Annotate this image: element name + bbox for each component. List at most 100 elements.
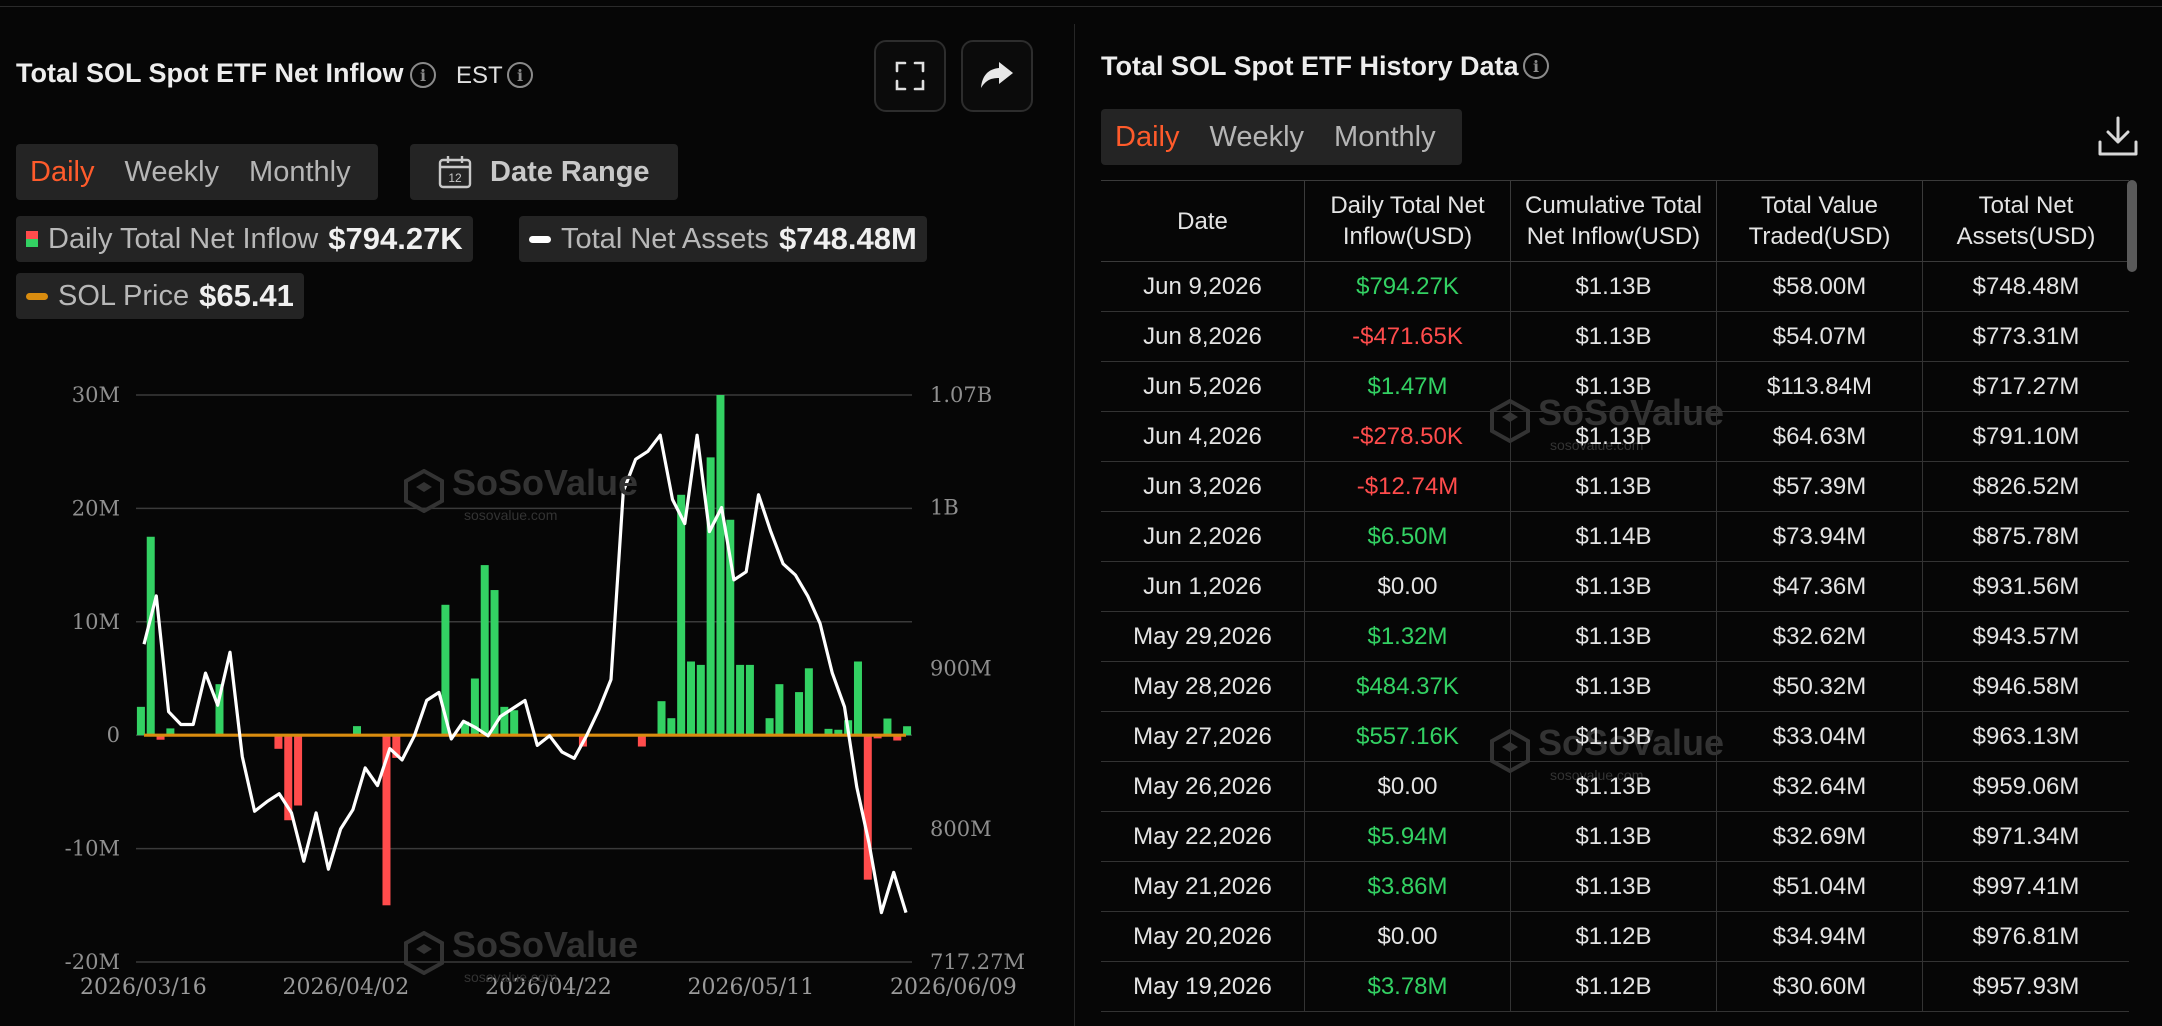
table-row[interactable]: May 22,2026 $5.94M $1.13B $32.69M $971.34M — [1101, 812, 2129, 862]
cell-cumulative: $1.13B — [1511, 362, 1717, 411]
cell-cumulative: $1.13B — [1511, 862, 1717, 911]
legend-daily-inflow[interactable]: Daily Total Net Inflow $794.27K — [16, 216, 473, 262]
tab-monthly[interactable]: Monthly — [249, 155, 351, 188]
column-header: Total Value Traded(USD) — [1717, 181, 1923, 261]
cell-cumulative: $1.13B — [1511, 412, 1717, 461]
inflow-bar — [903, 726, 912, 736]
cell-inflow: $3.78M — [1305, 962, 1511, 1011]
table-row[interactable]: May 29,2026 $1.32M $1.13B $32.62M $943.57M — [1101, 612, 2129, 662]
cell-inflow: -$471.65K — [1305, 312, 1511, 361]
table-row[interactable]: May 20,2026 $0.00 $1.12B $34.94M $976.81M — [1101, 912, 2129, 962]
legend-sol-price[interactable]: SOL Price $65.41 — [16, 273, 304, 319]
fullscreen-button[interactable] — [874, 40, 946, 112]
cell-assets: $976.81M — [1972, 922, 2080, 950]
inflow-bar — [274, 735, 283, 749]
inflow-bar — [716, 395, 725, 736]
date-range-button[interactable]: 12 Date Range — [410, 144, 678, 200]
inflow-bar — [353, 726, 362, 736]
inflow-bar — [294, 735, 303, 806]
table-row[interactable]: Jun 9,2026 $794.27K $1.13B $58.00M $748.48M — [1101, 262, 2129, 312]
tab-weekly[interactable]: Weekly — [124, 155, 220, 188]
cell-date: Jun 8,2026 — [1101, 312, 1305, 361]
inflow-bar — [510, 710, 519, 736]
inflow-bar — [824, 728, 833, 736]
cell-inflow: $6.50M — [1305, 512, 1511, 561]
table-row[interactable]: Jun 8,2026 -$471.65K $1.13B $54.07M $773.31M — [1101, 312, 2129, 362]
cell-traded: $47.36M — [1717, 562, 1923, 611]
column-header: Daily Total Net Inflow(USD) — [1305, 181, 1511, 261]
history-tab-monthly[interactable]: Monthly — [1334, 120, 1436, 153]
y-tick-label-left: 10M — [72, 610, 120, 634]
legend-net-assets[interactable]: Total Net Assets $748.48M — [519, 216, 927, 262]
table-row[interactable]: May 26,2026 $0.00 $1.13B $32.64M $959.06M — [1101, 762, 2129, 812]
inflow-bar — [686, 661, 695, 736]
cell-date: May 19,2026 — [1101, 962, 1305, 1011]
inflow-bar — [392, 735, 401, 758]
inflow-bar — [795, 692, 804, 736]
tab-daily[interactable]: Daily — [30, 155, 95, 188]
table-row[interactable]: Jun 3,2026 -$12.74M $1.13B $57.39M $826.52M — [1101, 462, 2129, 512]
inflow-bar — [441, 604, 450, 736]
cell-assets: $748.48M — [1972, 272, 2080, 300]
timezone-info-icon[interactable]: i — [507, 62, 533, 88]
cell-assets: $963.13M — [1972, 722, 2080, 750]
inflow-bar — [834, 729, 843, 736]
inflow-bar — [893, 735, 902, 741]
cell-traded: $32.64M — [1717, 762, 1923, 811]
cell-inflow: $0.00 — [1305, 762, 1511, 811]
table-row[interactable]: Jun 1,2026 $0.00 $1.13B $47.36M $931.56M — [1101, 562, 2129, 612]
table-row[interactable]: Jun 2,2026 $6.50M $1.14B $73.94M $875.78M — [1101, 512, 2129, 562]
inflow-bar — [853, 661, 862, 736]
x-tick-label: 2026/06/09 — [890, 975, 1017, 1000]
inflow-bar — [883, 718, 892, 736]
cell-cumulative: $1.13B — [1511, 762, 1717, 811]
cell-date: May 29,2026 — [1101, 612, 1305, 661]
y-tick-label-left: 0 — [107, 723, 120, 747]
history-tab-daily[interactable]: Daily — [1115, 120, 1180, 153]
inflow-bar — [490, 590, 499, 736]
inflow-bar — [765, 718, 774, 736]
download-icon[interactable] — [2096, 114, 2140, 158]
cell-assets: $773.31M — [1972, 322, 2080, 350]
cell-traded: $113.84M — [1717, 362, 1923, 411]
inflow-chart[interactable]: 30M 20M 10M 0 -10M -20M 1.07B 1B 900M 800M 717.27M… — [0, 370, 1060, 1020]
x-tick-label: 2026/04/22 — [485, 975, 612, 1000]
assets-line-marker-icon — [529, 235, 551, 243]
history-tab-weekly[interactable]: Weekly — [1209, 120, 1305, 153]
table-scrollbar[interactable] — [2127, 180, 2137, 272]
cell-inflow: $3.86M — [1305, 862, 1511, 911]
inflow-bar — [804, 668, 813, 736]
table-row[interactable]: May 28,2026 $484.37K $1.13B $50.32M $946.58M — [1101, 662, 2129, 712]
table-row[interactable]: Jun 4,2026 -$278.50K $1.13B $64.63M $791.10M — [1101, 412, 2129, 462]
cell-inflow: -$278.50K — [1305, 412, 1511, 461]
inflow-bar — [667, 718, 676, 736]
cell-assets: $943.57M — [1972, 622, 2080, 650]
cell-traded: $34.94M — [1717, 912, 1923, 961]
table-row[interactable]: Jun 5,2026 $1.47M $1.13B $113.84M $717.27M — [1101, 362, 2129, 412]
cell-assets: $997.41M — [1972, 872, 2080, 900]
cell-assets: $946.58M — [1972, 672, 2080, 700]
cell-date: Jun 1,2026 — [1101, 562, 1305, 611]
cell-traded: $51.04M — [1717, 862, 1923, 911]
cell-cumulative: $1.12B — [1511, 962, 1717, 1011]
table-row[interactable]: May 21,2026 $3.86M $1.13B $51.04M $997.41M — [1101, 862, 2129, 912]
cell-date: Jun 9,2026 — [1101, 262, 1305, 311]
share-button[interactable] — [961, 40, 1033, 112]
cell-date: May 27,2026 — [1101, 712, 1305, 761]
cell-traded: $58.00M — [1717, 262, 1923, 311]
cell-date: Jun 3,2026 — [1101, 462, 1305, 511]
history-table: Date Daily Total Net Inflow(USD) Cumulative… — [1101, 180, 2129, 1012]
y-tick-label-left: 30M — [72, 383, 120, 407]
table-row[interactable]: May 27,2026 $557.16K $1.13B $33.04M $963.13M — [1101, 712, 2129, 762]
info-icon[interactable]: i — [410, 62, 436, 88]
fullscreen-icon — [895, 61, 925, 91]
inflow-bar — [382, 735, 391, 906]
table-row[interactable]: May 19,2026 $3.78M $1.12B $30.60M $957.93M — [1101, 962, 2129, 1012]
cell-assets: $875.78M — [1972, 522, 2080, 550]
inflow-bar — [156, 735, 165, 740]
history-info-icon[interactable]: i — [1523, 53, 1549, 79]
y-tick-label-left: -20M — [65, 950, 120, 974]
inflow-bar — [696, 664, 705, 736]
legend-assets-value: $748.48M — [778, 221, 917, 256]
inflow-bar — [863, 735, 872, 880]
